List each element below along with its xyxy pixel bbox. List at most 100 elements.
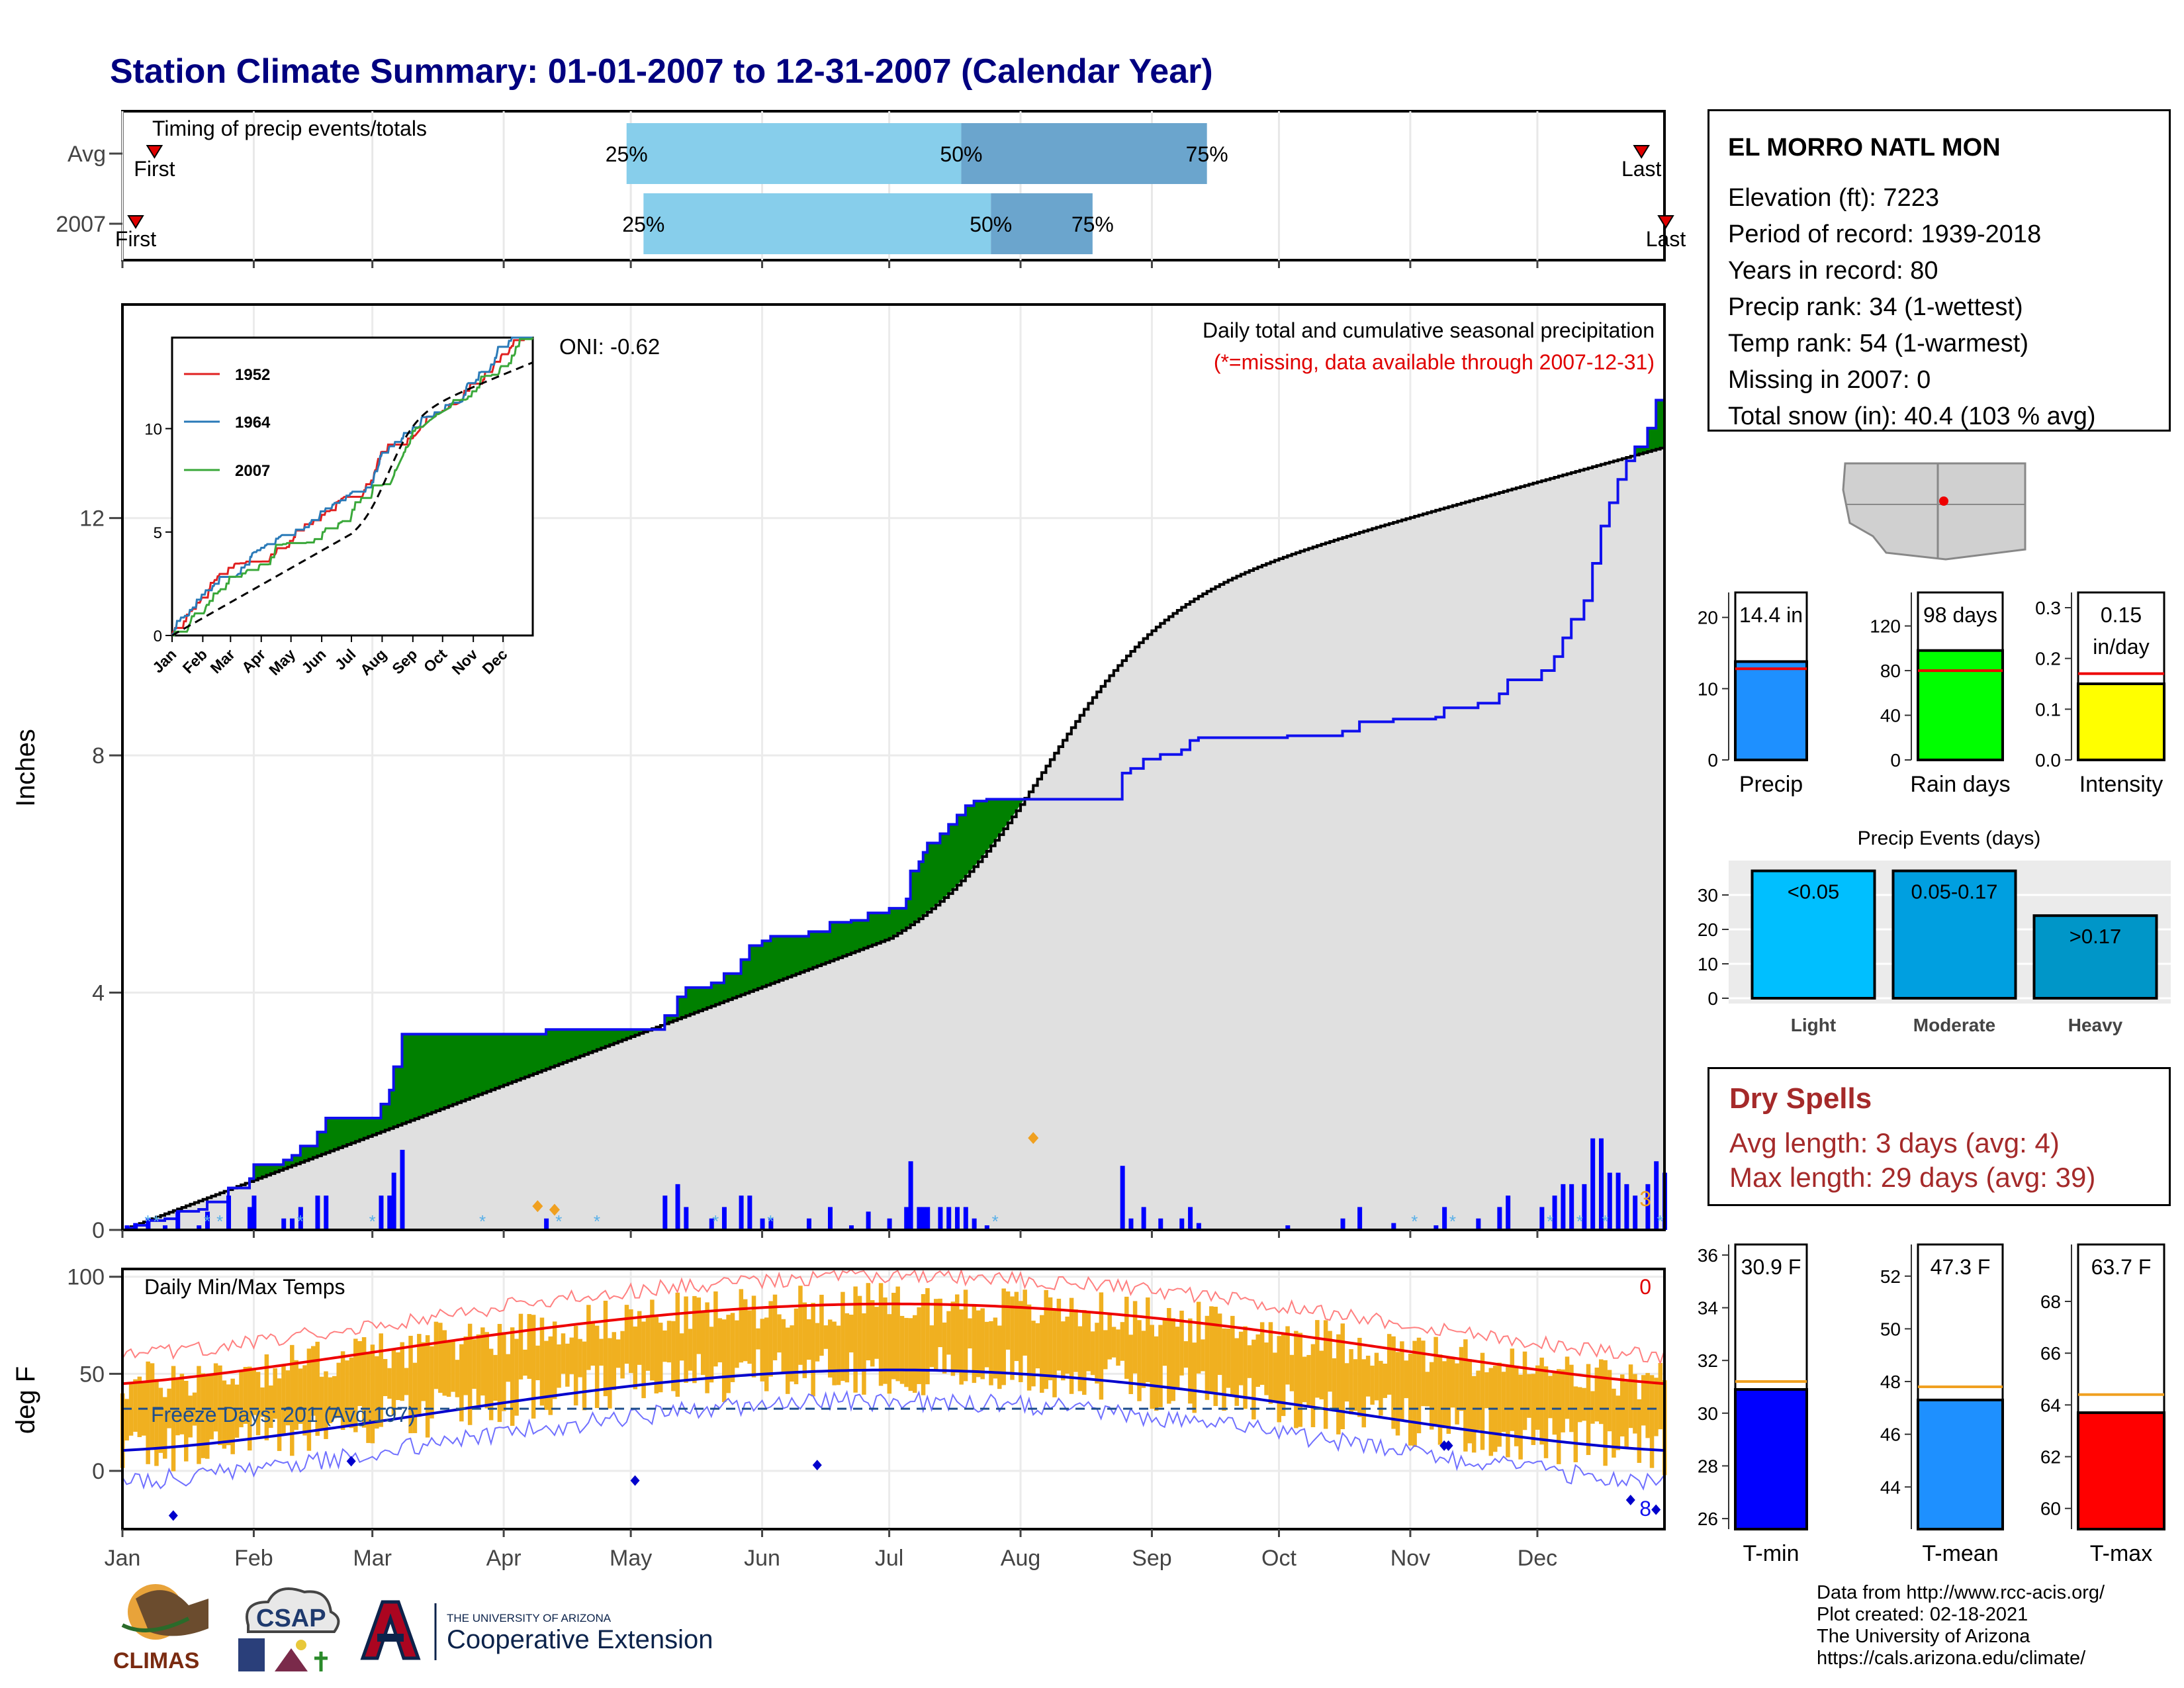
temp-daily-bar (764, 1317, 769, 1391)
credits: Data from http://www.rcc-acis.org/ Plot … (1817, 1582, 2105, 1669)
precip-daily-bar (904, 1207, 909, 1230)
precip-daily-bar (1590, 1138, 1596, 1230)
temp-daily-bar (1501, 1372, 1506, 1432)
temp-daily-bar (433, 1321, 439, 1389)
temp-daily-bar (1624, 1382, 1629, 1449)
precip-anomaly-fill (389, 1090, 394, 1129)
events-xlabel: Moderate (1913, 1015, 1995, 1035)
temp-daily-bar (1167, 1307, 1171, 1404)
timing-last-marker (1657, 215, 1674, 229)
temp-daily-bar (527, 1314, 532, 1379)
side-ytick-label: 66 (2040, 1343, 2061, 1364)
temp-daily-bar (1289, 1354, 1295, 1391)
precip-anomaly-fill (279, 1164, 284, 1170)
temp-daily-bar (1205, 1315, 1210, 1400)
precip-anomaly-fill (402, 1034, 407, 1124)
temp-daily-bar (213, 1363, 218, 1432)
temp-normal-max-line (122, 1302, 1665, 1385)
temp-daily-bar (899, 1315, 905, 1384)
precip-daily-bar (709, 1218, 714, 1230)
side-ytick-label: 40 (1880, 706, 1901, 726)
temp-daily-bar (1323, 1320, 1328, 1429)
temp-daily-bar (188, 1395, 193, 1438)
temp-daily-bar (633, 1326, 638, 1389)
precip-anomaly-fill (372, 1117, 377, 1135)
temp-daily-bar (1543, 1366, 1549, 1458)
station-period: Period of record: 1939-2018 (1728, 220, 2042, 248)
precip-daily-bar (146, 1218, 151, 1230)
precip-daily-bar (887, 1218, 892, 1230)
temp-daily-bar (747, 1310, 752, 1364)
intensity-value: 0.15 (2101, 603, 2142, 627)
temp-daily-bar (561, 1333, 566, 1374)
temp-daily-bar (1217, 1313, 1222, 1376)
temp-daily-bar (1298, 1333, 1303, 1427)
temp-daily-bar (1573, 1386, 1578, 1462)
temp-daily-bar (929, 1325, 934, 1368)
temp-daily-bar (802, 1302, 807, 1378)
temp-daily-bar (260, 1387, 265, 1417)
temp-daily-bar (637, 1311, 642, 1365)
precip-anomaly-fill (495, 1034, 500, 1088)
temp-daily-bar (569, 1337, 574, 1374)
temp-daily-bar (972, 1304, 977, 1383)
temp-daily-bar (955, 1294, 960, 1373)
temp-daily-bar (1065, 1316, 1069, 1374)
precip-anomaly-fill (461, 1034, 467, 1102)
precip-snow-marker: * (216, 1211, 223, 1231)
temp-daily-bar (679, 1333, 684, 1361)
precip-anomaly-fill (385, 1103, 390, 1131)
temp-daily-bar (1273, 1352, 1277, 1402)
temp-min-count: 8 (1639, 1497, 1651, 1521)
temp-daily-bar (739, 1289, 744, 1363)
precip-anomaly-fill (271, 1164, 276, 1174)
precip-daily-bar (1561, 1184, 1566, 1230)
precip-daily-bar (197, 1225, 202, 1230)
temp-daily-bar (1005, 1291, 1011, 1350)
station-temp-rank: Temp rank: 54 (1-warmest) (1728, 330, 2029, 357)
tmean-bar (1917, 1398, 2004, 1531)
events-title: Precip Events (days) (1858, 827, 2041, 849)
temp-daily-bar (1319, 1350, 1324, 1399)
temp-daily-bar (438, 1323, 443, 1393)
precip-daily-bar (226, 1196, 232, 1230)
climas-logo: CLIMAS (113, 1584, 208, 1673)
temp-daily-bar (400, 1342, 404, 1401)
side-ytick-label: 0 (1707, 750, 1718, 771)
precip-daily-bar (1433, 1225, 1439, 1230)
precip-daily-bar (938, 1207, 943, 1230)
timing-last-marker (1633, 145, 1650, 159)
precip-anomaly-fill (351, 1117, 356, 1143)
precip-anomaly-fill (537, 1034, 543, 1072)
precip-anomaly-fill (825, 931, 831, 963)
temp-daily-bar (311, 1346, 316, 1416)
timing-bar-25-50 (626, 123, 962, 184)
temp-daily-bar (150, 1363, 155, 1450)
precip-anomaly-fill (490, 1034, 496, 1090)
timing-first-label: First (134, 157, 175, 181)
temp-daily-bar (1527, 1374, 1531, 1418)
precip-ytick-label: 4 (92, 981, 105, 1006)
precip-anomaly-fill (723, 973, 729, 1002)
temp-daily-bar (1480, 1352, 1485, 1450)
precip-daily-bar (1506, 1196, 1511, 1230)
side-ytick-label: 80 (1880, 661, 1901, 681)
temp-daily-bar (446, 1342, 451, 1397)
precip-anomaly-fill (550, 1029, 555, 1068)
side-ytick-label: 28 (1698, 1456, 1718, 1476)
precip-daily-bar (1615, 1172, 1621, 1230)
temp-daily-bar (608, 1338, 612, 1409)
temp-daily-bar (1315, 1320, 1320, 1398)
precip-anomaly-fill (486, 1034, 492, 1092)
precip-snow-marker: * (204, 1211, 210, 1231)
station-name: EL MORRO NATL MON (1728, 134, 2001, 162)
precip-anomaly-fill (829, 922, 835, 961)
precip-daily-bar (1120, 1166, 1125, 1230)
side-ytick-label: 52 (1880, 1266, 1901, 1287)
side-ytick-label: 46 (1880, 1425, 1901, 1445)
temp-month-label: Aug (1001, 1546, 1041, 1571)
temp-daily-bar (1539, 1357, 1544, 1445)
station-elevation: Elevation (ft): 7223 (1728, 184, 1939, 212)
temp-daily-bar (984, 1321, 989, 1368)
